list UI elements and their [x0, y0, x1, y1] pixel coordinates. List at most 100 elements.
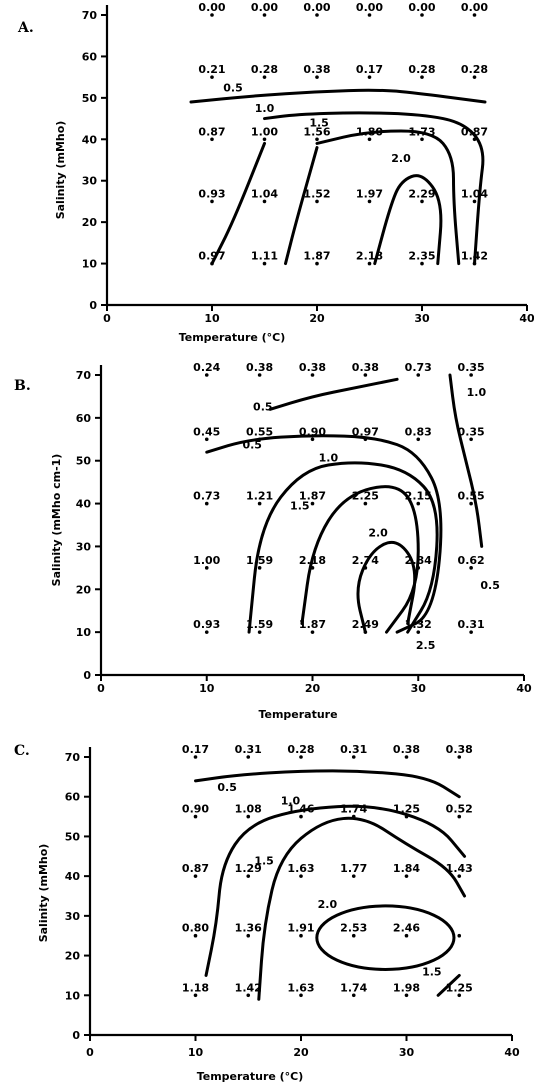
y-tick-label: 0	[72, 1029, 80, 1042]
x-tick-label: 40	[504, 1046, 520, 1059]
data-label: 1.74	[340, 803, 367, 816]
data-label: 1.56	[303, 125, 330, 138]
data-label: 0.45	[193, 425, 220, 438]
sample-point	[193, 993, 198, 998]
data-label: 0.00	[461, 1, 488, 14]
contour-line	[315, 129, 461, 266]
data-label: 0.38	[446, 743, 473, 756]
data-label: 1.98	[393, 981, 420, 994]
x-tick-label: 30	[411, 682, 427, 695]
x-tick-label: 40	[516, 682, 532, 695]
data-label: 0.31	[340, 743, 367, 756]
data-label: 1.87	[303, 250, 330, 263]
data-label: 2.29	[408, 187, 435, 200]
data-label: 0.38	[352, 361, 379, 374]
y-tick-label: 70	[82, 9, 98, 22]
data-label: 1.18	[182, 981, 209, 994]
contour-line	[210, 141, 266, 266]
data-label: 1.87	[299, 618, 326, 631]
data-label: 0.17	[182, 743, 209, 756]
data-label: 0.35	[458, 425, 485, 438]
sample-point	[310, 437, 315, 442]
sample-point	[363, 373, 368, 377]
data-label: 0.93	[198, 187, 225, 200]
sample-point	[416, 501, 421, 506]
data-label: 1.91	[287, 922, 314, 935]
data-label: 0.00	[198, 1, 225, 14]
contour-line	[315, 904, 456, 971]
data-label: 0.93	[193, 618, 220, 631]
sample-point	[457, 814, 462, 819]
sample-point	[204, 566, 209, 570]
sample-point	[469, 566, 473, 570]
data-label: 0.73	[193, 490, 220, 503]
y-tick-label: 20	[76, 583, 92, 596]
sample-point	[204, 630, 209, 634]
data-label: 2.74	[352, 554, 379, 567]
sample-point	[204, 501, 209, 506]
sample-point	[404, 933, 409, 938]
sample-point	[315, 137, 319, 142]
y-tick-label: 30	[65, 910, 81, 923]
sample-point	[246, 993, 251, 998]
sample-point	[420, 199, 424, 204]
sample-point	[315, 199, 319, 204]
sample-point	[351, 874, 356, 878]
sample-point	[404, 874, 409, 878]
data-label: 0.21	[198, 63, 225, 76]
panel-1: A. 0 10 20 30 40 50 60 70 0 10 20 30 40 Temperature (°…	[17, 1, 534, 344]
contour-line	[189, 88, 487, 104]
sample-point	[472, 75, 477, 79]
data-label: 0.38	[299, 361, 326, 374]
y-tick-label: 40	[82, 133, 98, 146]
sample-point	[420, 13, 424, 17]
contour-line	[436, 973, 461, 997]
data-label: 0.83	[405, 425, 432, 438]
data-label: 0.28	[408, 63, 435, 76]
sample-point	[472, 199, 477, 204]
data-label: 0.97	[352, 425, 379, 438]
sample-point	[246, 814, 251, 819]
sample-point	[469, 630, 473, 634]
y-tick-label: 60	[82, 50, 98, 63]
data-label: 1.42	[235, 981, 262, 994]
data-label: 0.28	[461, 63, 488, 76]
y-tick-label: 40	[65, 870, 81, 883]
y-tick-label: 70	[76, 369, 92, 382]
sample-point	[204, 373, 209, 377]
data-label: 0.80	[182, 922, 209, 935]
x-tick-label: 20	[309, 312, 325, 325]
data-label: 0.87	[182, 862, 209, 875]
data-label: 1.59	[246, 618, 273, 631]
contour-label: 0.5	[480, 579, 500, 592]
panel-3: C. 0 10 20 30 40 50 60 70 0 10 20 30 40 Temperature (°…	[14, 743, 520, 1083]
contour-label: 0.5	[253, 400, 273, 413]
data-label: 0.28	[251, 63, 278, 76]
contour-label: 0.5	[217, 781, 237, 794]
data-label: 0.00	[251, 1, 278, 14]
sample-point	[299, 755, 303, 759]
sample-point	[204, 437, 209, 442]
y-tick-label: 50	[82, 92, 98, 105]
data-label: 1.29	[235, 862, 262, 875]
sample-point	[457, 755, 462, 759]
data-label: 0.00	[408, 1, 435, 14]
data-label: 0.31	[458, 618, 485, 631]
sample-point	[310, 630, 315, 634]
data-label: 0.28	[287, 743, 314, 756]
sample-point	[246, 874, 251, 878]
sample-point	[315, 261, 319, 266]
x-tick-label: 20	[293, 1046, 309, 1059]
sample-point	[363, 501, 368, 506]
sample-point	[416, 630, 421, 634]
x-axis-label: Temperature (°C)	[179, 331, 286, 344]
sample-point	[246, 933, 251, 938]
sample-point	[299, 933, 303, 938]
data-label: 1.36	[235, 922, 262, 935]
sample-point	[262, 75, 267, 79]
sample-point	[315, 75, 319, 79]
x-tick-label: 30	[414, 312, 430, 325]
data-label: 0.38	[303, 63, 330, 76]
contour-label: 1.0	[255, 102, 275, 115]
sample-point	[193, 814, 198, 819]
